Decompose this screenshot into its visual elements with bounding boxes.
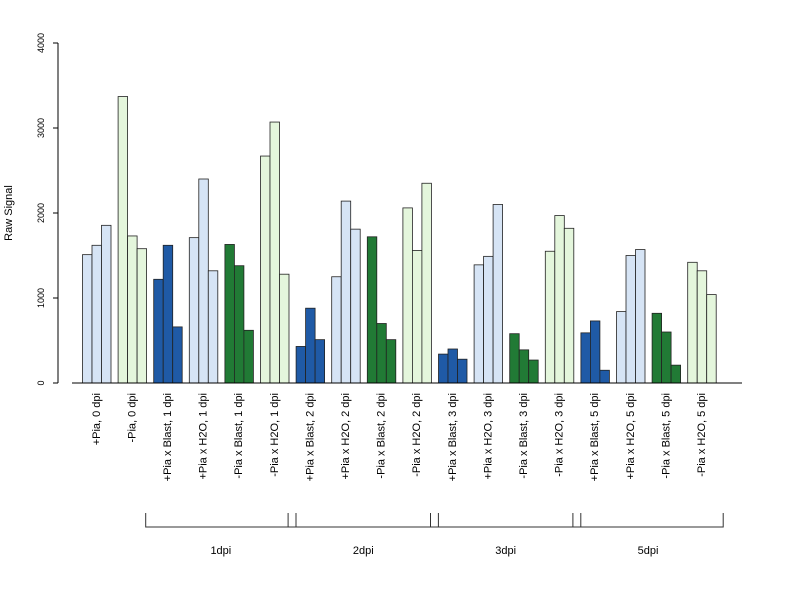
bar [528,359,539,384]
bar [554,215,565,384]
bar [616,311,627,384]
category-labels: +Pia, 0 dpi -Pia, 0 dpi +Pia x Blast, 1 dp… [91,393,708,481]
bar [563,227,575,384]
bar [279,273,290,384]
category-label: -Pia x H2O, 5 dpi [696,393,708,477]
bar [136,248,148,384]
bar [224,244,235,384]
bar [580,332,591,384]
bar [483,255,494,384]
category-label: +Pia x H2O, 3 dpi [482,393,494,480]
bar [350,228,361,384]
category-label: -Pia x Blast, 3 dpi [518,393,530,479]
bar [706,294,717,384]
bar [447,348,458,384]
category-label: -Pia x Blast, 1 dpi [233,393,245,479]
bar [687,261,698,384]
group-bracket [287,513,439,528]
bar [340,200,352,384]
bar [385,339,397,384]
bar [188,237,200,384]
group-bracket [430,513,582,528]
group-bracket [145,513,297,528]
category-label: +Pia x Blast, 1 dpi [162,393,174,481]
category-label: -Pia x H2O, 1 dpi [269,393,281,477]
bar [153,278,164,384]
bar [331,276,342,384]
bar [421,182,432,384]
y-tick-label: 4000 [36,33,46,53]
bar [207,270,219,384]
y-tick-label: 1000 [36,288,46,308]
bar [635,249,646,384]
bar [172,326,183,384]
category-label: -Pia x Blast, 2 dpi [376,393,388,479]
group-label: 3dpi [495,545,516,557]
bars [82,96,717,384]
group-bracket [572,513,724,528]
category-label: -Pia, 0 dpi [126,393,138,443]
bar [295,346,307,384]
bar [492,204,504,384]
y-axis-title: Raw Signal [3,185,15,241]
bar [473,264,485,384]
bar [366,236,378,384]
bar [260,155,271,384]
bar [509,333,520,384]
bar [411,249,423,384]
bar [661,331,672,384]
bar [82,254,93,384]
bar [127,235,138,384]
category-label: +Pia x Blast, 2 dpi [304,393,316,481]
category-label: -Pia x Blast, 5 dpi [660,393,672,479]
bar [590,320,601,384]
bar [91,244,102,384]
y-axis: 0 1000 2000 3000 4000 [36,33,59,386]
y-tick-label: 2000 [36,203,46,223]
group-label: 2dpi [353,545,374,557]
bar [670,364,681,384]
group-label: 1dpi [210,545,231,557]
bar [314,339,326,384]
category-label: +Pia, 0 dpi [91,393,103,445]
bar [438,353,449,384]
y-tick-label: 0 [36,380,46,385]
bar [402,207,413,384]
bar [651,312,662,384]
bar [305,307,316,384]
bar [599,369,610,384]
bar [269,121,280,384]
bar [162,244,174,384]
bar [696,270,708,384]
y-tick-label: 3000 [36,118,46,138]
bar [233,265,245,384]
bar [625,255,636,384]
bar [198,178,209,384]
category-label: -Pia x H2O, 3 dpi [554,393,566,477]
bar [101,224,112,384]
bar [117,96,128,384]
category-label: +Pia x H2O, 5 dpi [625,393,637,480]
category-label: -Pia x H2O, 2 dpi [411,393,423,477]
group-brackets: 1dpi 2dpi 3dpi 5dpi [145,513,724,557]
category-label: +Pia x Blast, 3 dpi [447,393,459,481]
category-label: +Pia x Blast, 5 dpi [589,393,601,481]
group-label: 5dpi [638,545,659,557]
bar [457,358,468,384]
category-label: +Pia x H2O, 1 dpi [198,393,210,480]
category-label: +Pia x H2O, 2 dpi [340,393,352,480]
bar [243,329,254,384]
bar [518,349,530,384]
bar [376,323,387,384]
bar [544,250,556,384]
